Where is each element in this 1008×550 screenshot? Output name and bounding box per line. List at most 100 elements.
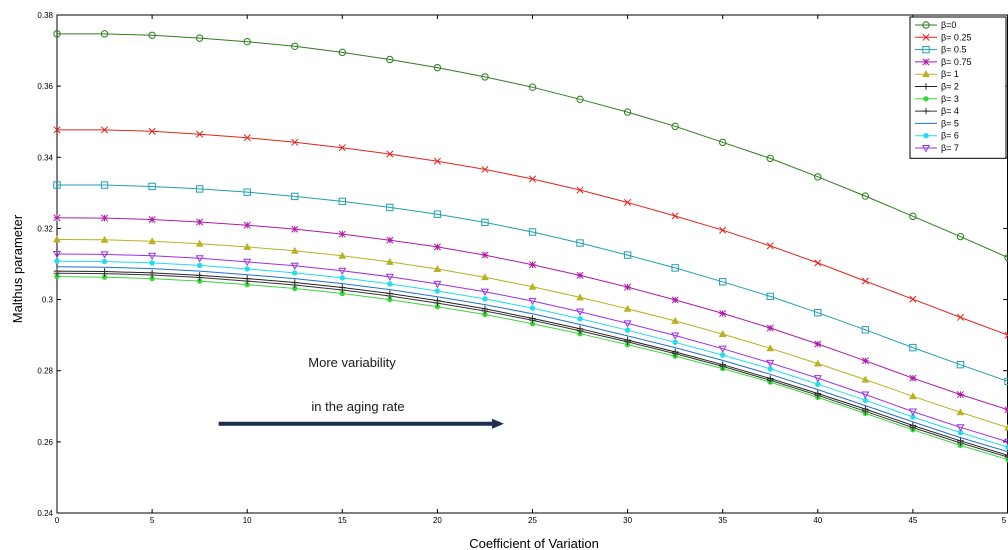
data-point — [433, 157, 441, 165]
legend-label: β= 0.25 — [941, 32, 971, 42]
data-point — [623, 304, 632, 312]
y-tick-label: 0.38 — [37, 11, 53, 20]
data-point — [387, 281, 393, 287]
data-point — [766, 359, 775, 368]
data-point — [291, 192, 299, 201]
data-point — [909, 374, 917, 382]
legend-swatch-marker — [922, 107, 930, 115]
data-point — [766, 154, 774, 163]
data-point — [719, 226, 727, 234]
data-point — [956, 360, 965, 369]
data-point — [623, 320, 632, 328]
data-point — [148, 215, 156, 224]
data-point — [814, 173, 822, 181]
data-point — [861, 192, 870, 200]
data-point — [957, 439, 964, 447]
legend-label: β=0 — [941, 20, 956, 30]
data-point — [909, 343, 917, 352]
data-point — [292, 270, 298, 276]
data-point — [433, 210, 442, 218]
data-point — [529, 305, 536, 311]
y-tick-label: 0.26 — [37, 438, 53, 447]
data-point — [101, 270, 108, 277]
data-point — [528, 282, 537, 290]
data-point — [671, 212, 679, 220]
legend-swatch-marker — [922, 33, 930, 41]
data-point — [528, 175, 537, 183]
data-point — [480, 288, 489, 296]
data-point — [813, 375, 822, 383]
data-point — [53, 214, 61, 222]
x-tick-label: 40 — [813, 516, 822, 525]
data-point — [386, 292, 394, 300]
data-point — [956, 313, 965, 321]
data-point — [149, 260, 155, 266]
data-point — [671, 264, 679, 272]
y-tick-label: 0.24 — [37, 509, 53, 518]
y-tick-label: 0.32 — [37, 224, 53, 233]
data-point — [101, 258, 108, 265]
data-point — [814, 309, 822, 317]
legend-label: β= 0.75 — [941, 57, 971, 67]
data-point — [100, 235, 109, 243]
data-point — [576, 271, 584, 279]
y-tick-label: 0.36 — [37, 82, 53, 91]
data-point — [386, 203, 394, 212]
data-point — [576, 327, 584, 335]
data-point — [148, 127, 156, 135]
data-point — [956, 232, 965, 241]
data-point — [385, 273, 394, 282]
x-axis-label: Coefficient of Variation — [469, 536, 599, 550]
data-point — [386, 150, 394, 158]
series-line-10 — [56, 253, 1008, 443]
legend-label: β= 3 — [941, 94, 959, 104]
data-point — [767, 366, 773, 372]
data-point — [100, 126, 109, 134]
data-point — [624, 283, 632, 291]
data-point — [909, 212, 917, 221]
data-point — [148, 271, 156, 279]
data-point — [196, 218, 204, 226]
legend-label: β= 2 — [941, 82, 959, 92]
data-point — [577, 316, 583, 322]
data-point — [53, 235, 61, 243]
series-line-8 — [56, 266, 1008, 453]
data-point — [766, 242, 774, 250]
data-point — [53, 181, 61, 189]
data-point — [338, 251, 347, 259]
data-point — [909, 295, 917, 303]
legend-label: β= 5 — [941, 118, 959, 128]
data-point — [195, 255, 204, 263]
x-tick-label: 35 — [718, 516, 727, 525]
legend-swatch-marker — [922, 58, 930, 66]
data-point — [196, 130, 204, 138]
data-point — [481, 218, 489, 227]
annotation-line-1: More variability — [308, 355, 396, 370]
data-point — [956, 390, 965, 399]
data-point — [196, 274, 203, 281]
data-point — [54, 258, 60, 264]
data-point — [671, 332, 680, 340]
legend-swatch-marker — [921, 144, 931, 153]
data-point — [338, 144, 346, 152]
data-point — [338, 197, 347, 206]
annotation-layer: More variability in the aging rate — [218, 355, 504, 429]
data-point — [339, 275, 345, 281]
x-tick-label: 10 — [243, 516, 252, 525]
x-tick-label: 25 — [528, 516, 537, 525]
y-tick-label: 0.3 — [42, 296, 54, 305]
x-tick-label: 45 — [908, 516, 917, 525]
data-point — [624, 198, 632, 207]
data-point — [291, 225, 299, 233]
data-point — [243, 134, 251, 142]
data-point — [956, 424, 965, 432]
legend-label: β= 4 — [941, 106, 959, 116]
data-point — [529, 317, 536, 324]
data-point — [100, 251, 109, 259]
legend-swatch-marker — [922, 45, 930, 54]
legend: β=0 β= 0.25 β= 0.5 β= 0.75 β= 1 β= 2 β= 3 β= 4 β… — [909, 16, 1007, 159]
plot-axes: 0 5 10 15 20 25 30 35 40 45 5 0.24 0.26 0.28 0.3 0.32 0.… — [37, 11, 1008, 525]
x-tick-label: 5 — [1002, 516, 1007, 525]
data-point — [815, 381, 821, 387]
data-point — [719, 309, 727, 317]
